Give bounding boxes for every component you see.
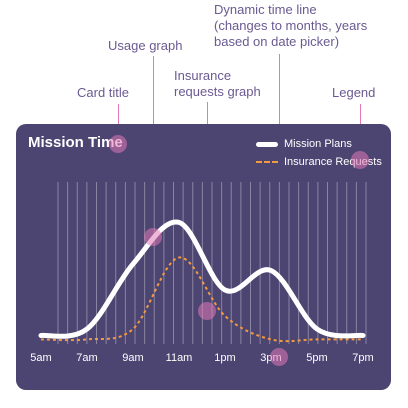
time-tick-label: 1pm <box>214 352 236 364</box>
time-tick-label: 5pm <box>306 352 328 364</box>
time-tick-label: 11am <box>165 352 193 364</box>
annotation-dynamic-timeline: Dynamic time line (changes to months, ye… <box>214 2 368 49</box>
annotation-insurance-requests-graph: Insurance requests graph <box>174 68 261 99</box>
legend-mission-plans: Mission Plans <box>256 138 352 150</box>
mission-plans-line <box>38 219 366 339</box>
leader-card-title <box>118 104 119 142</box>
marker-card-title <box>109 135 127 153</box>
insurance-requests-line <box>40 256 363 343</box>
marker-legend <box>351 151 369 169</box>
vertical-grid <box>57 182 367 344</box>
time-tick-label: 9am <box>122 352 144 364</box>
time-tick-label: 7pm <box>352 352 374 364</box>
time-tick-label: 5am <box>30 352 52 364</box>
marker-usage-graph <box>144 228 162 246</box>
mission-time-chart <box>38 182 367 344</box>
card-title: Mission Time <box>28 134 123 151</box>
annotation-usage-graph: Usage graph <box>108 38 183 53</box>
marker-insurance-requests-graph <box>198 302 216 320</box>
time-axis: 5am 7am 9am 11am 1pm 3pm 5pm 7pm <box>16 352 391 372</box>
legend-mission-plans-label: Mission Plans <box>284 138 352 150</box>
mission-time-card: Mission Time Mission Plans Insurance Req… <box>16 124 391 390</box>
legend-solid-line-icon <box>256 141 278 147</box>
annotation-card-title: Card title <box>77 85 130 100</box>
annotation-legend: Legend <box>332 85 376 100</box>
time-tick-label: 7am <box>76 352 98 364</box>
legend-dashed-line-icon <box>256 161 278 163</box>
marker-dynamic-timeline <box>270 348 288 366</box>
